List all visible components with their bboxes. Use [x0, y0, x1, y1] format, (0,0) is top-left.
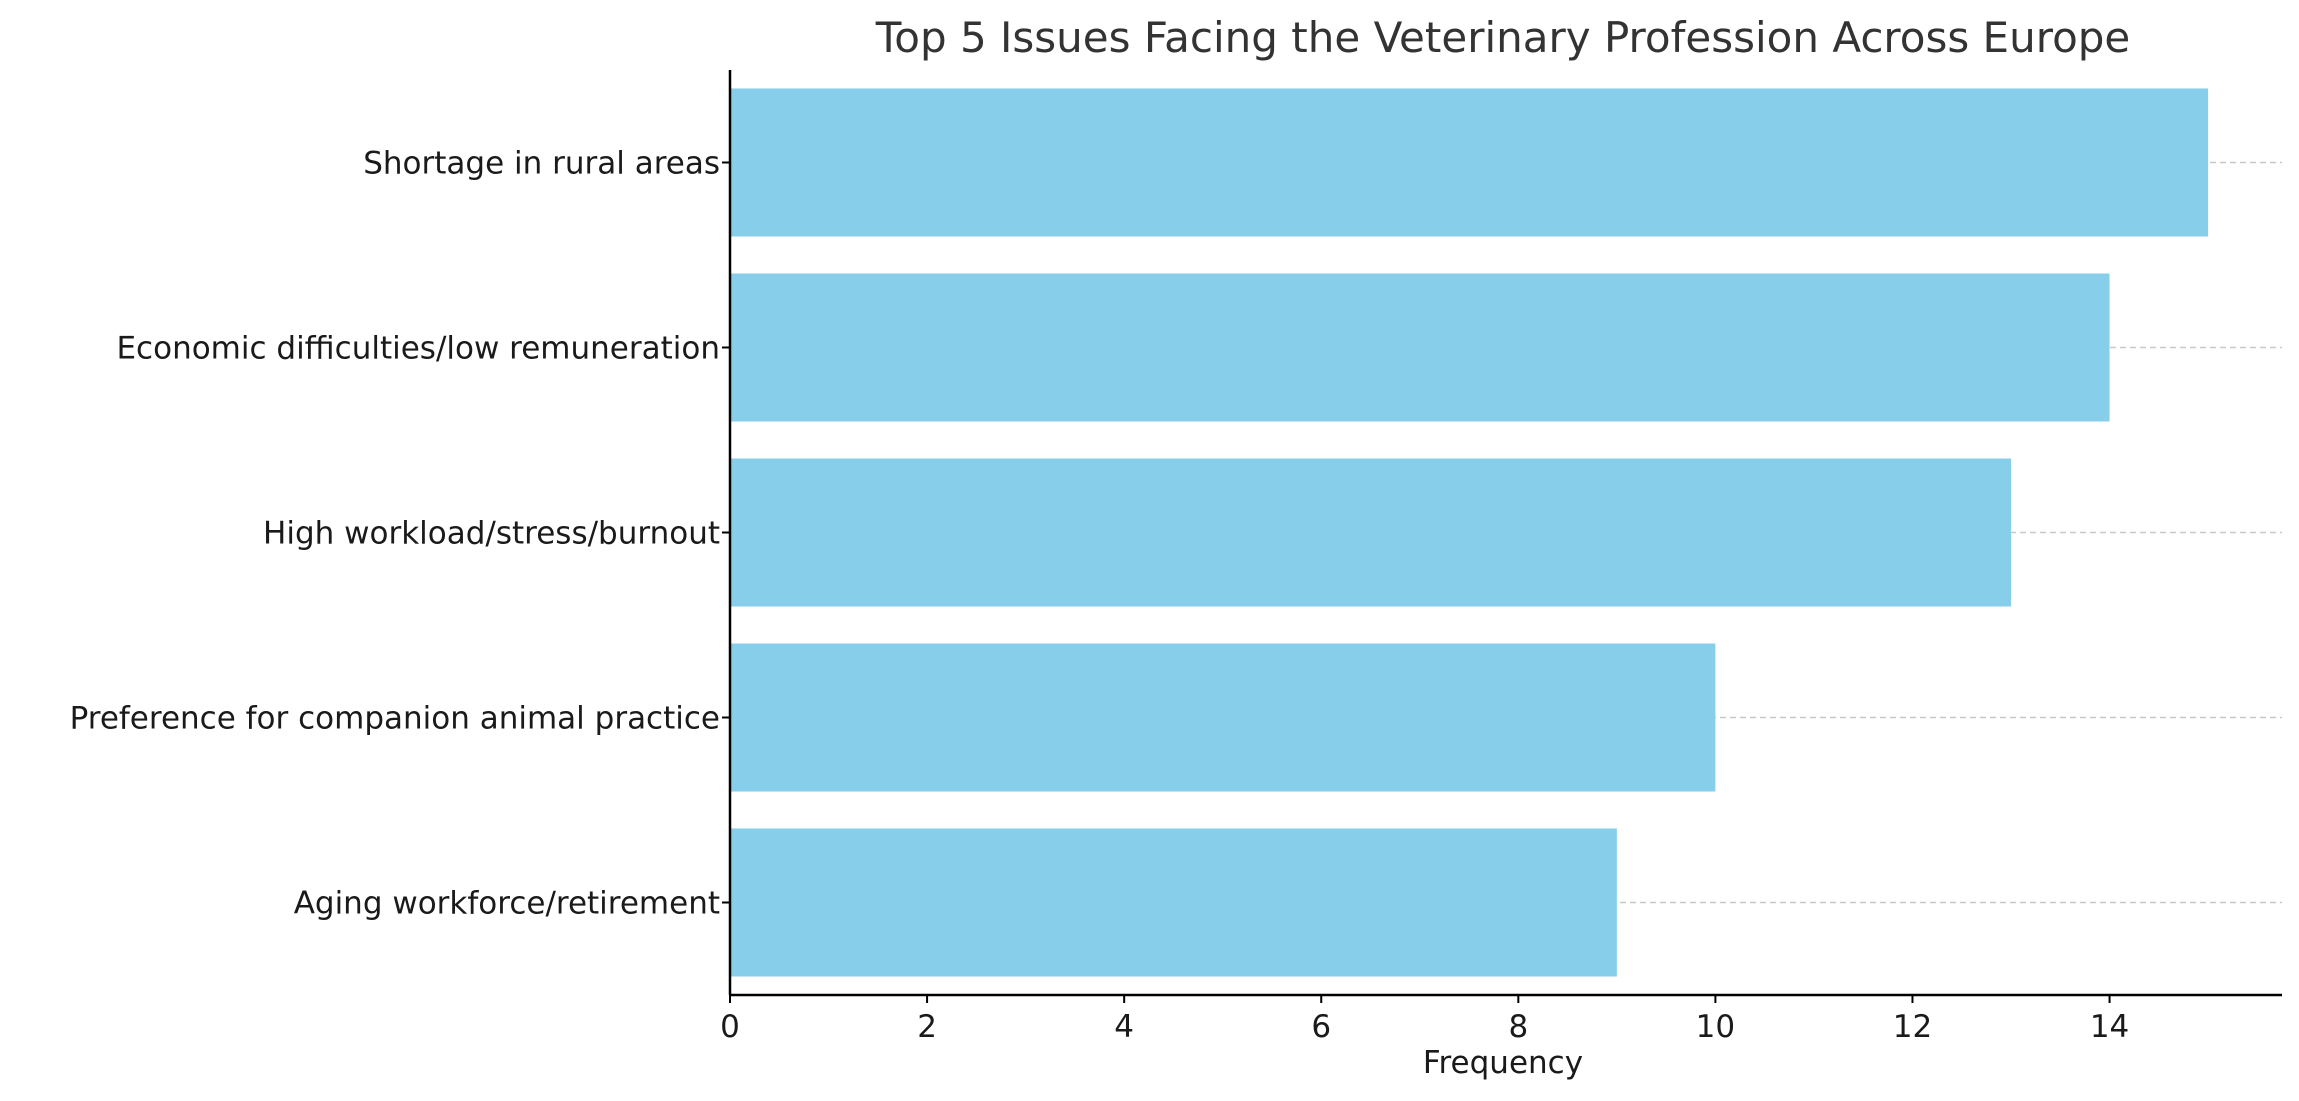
y-axis-ticks: Shortage in rural areas Economic difficul…: [70, 146, 730, 922]
bar: [730, 643, 1716, 792]
chart-title: Top 5 Issues Facing the Veterinary Profe…: [875, 13, 2131, 62]
x-tick-label: 14: [2090, 1009, 2129, 1045]
bars: [730, 88, 2209, 977]
bar: [730, 458, 2012, 607]
y-tick-label: Preference for companion animal practice: [70, 701, 720, 737]
y-tick-label: Economic difficulties/low remuneration: [116, 331, 720, 367]
x-tick-label: 4: [1114, 1009, 1134, 1045]
x-axis-ticks: 0 2 4 6 8 10 12 14: [720, 995, 2129, 1045]
x-tick-label: 8: [1508, 1009, 1528, 1045]
bar: [730, 88, 2209, 237]
x-tick-label: 10: [1696, 1009, 1735, 1045]
y-tick-label: High workload/stress/burnout: [263, 516, 720, 552]
x-tick-label: 6: [1311, 1009, 1331, 1045]
bar: [730, 828, 1617, 977]
bar: [730, 273, 2110, 422]
y-tick-label: Shortage in rural areas: [363, 146, 720, 182]
y-tick-label: Aging workforce/retirement: [294, 886, 720, 922]
x-tick-label: 2: [917, 1009, 937, 1045]
x-tick-label: 12: [1893, 1009, 1932, 1045]
x-axis-label: Frequency: [1423, 1045, 1583, 1081]
x-tick-label: 0: [720, 1009, 740, 1045]
